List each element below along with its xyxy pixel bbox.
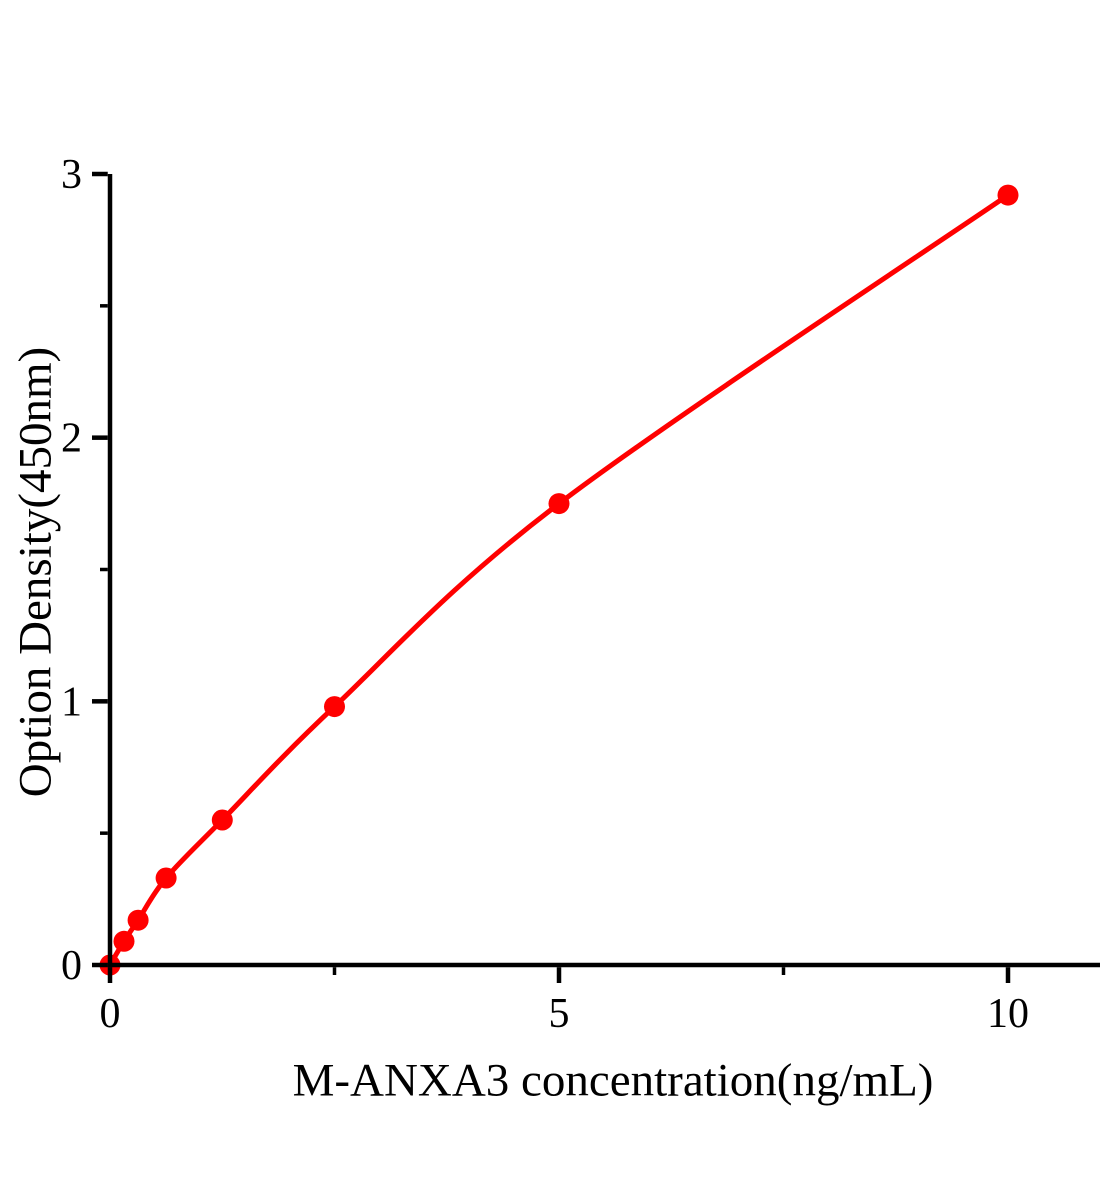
data-point xyxy=(997,184,1019,206)
data-series xyxy=(99,184,1019,976)
x-axis-title: M-ANXA3 concentration(ng/mL) xyxy=(292,1054,934,1107)
data-point xyxy=(113,930,135,952)
data-point xyxy=(127,909,149,931)
y-axis-title: Option Density(450nm) xyxy=(9,346,62,798)
y-tick-label: 3 xyxy=(61,152,82,198)
x-tick-label: 10 xyxy=(987,991,1029,1037)
fit-curve xyxy=(107,192,1011,968)
axes xyxy=(92,171,1100,983)
y-tick-label: 2 xyxy=(61,416,82,462)
x-tick-label: 5 xyxy=(549,991,570,1037)
tick-labels: 0 5 10 0 1 2 3 xyxy=(61,152,1029,1037)
y-tick-label: 0 xyxy=(61,943,82,989)
data-point xyxy=(155,867,177,889)
y-tick-label: 1 xyxy=(61,679,82,725)
data-point xyxy=(211,809,233,831)
data-point xyxy=(548,493,570,515)
x-tick-label: 0 xyxy=(100,991,121,1037)
data-point xyxy=(324,696,345,718)
data-points xyxy=(99,184,1019,976)
